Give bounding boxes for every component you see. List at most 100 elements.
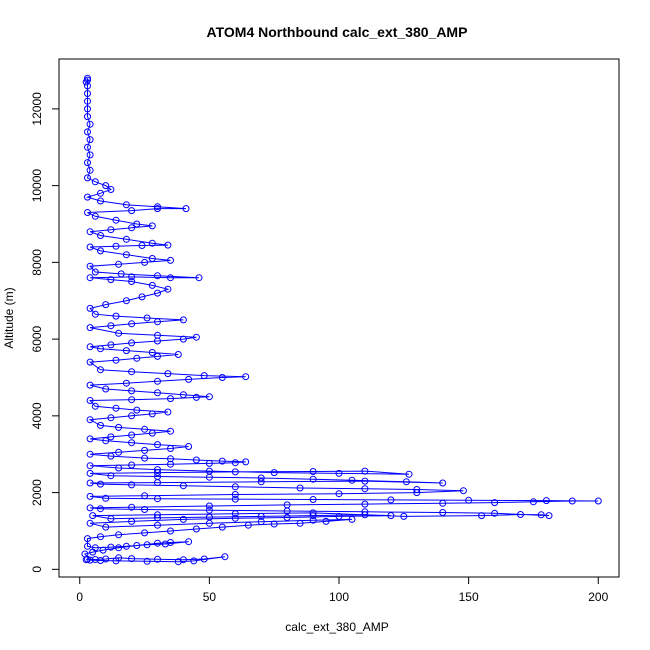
data-point [128,320,136,328]
data-point [148,410,156,418]
data-point [84,74,91,82]
data-point [107,226,115,234]
data-point [128,273,136,281]
data-point [84,128,91,136]
data-point [107,414,115,422]
data-point [86,228,94,236]
data-point [190,557,198,565]
x-axis-ticks: 0 50 100 150 200 [76,577,609,604]
data-point [179,391,187,399]
data-point [148,222,156,230]
data-point [218,523,226,531]
plot-frame [58,58,620,578]
data-point [107,341,115,349]
data-point [179,316,187,324]
data-point [112,216,120,224]
data-point [322,517,330,525]
data-point [82,78,90,86]
data-point [141,425,149,433]
data-point [164,285,172,293]
data-point [86,343,94,351]
data-point [154,539,161,547]
data-point [86,324,94,332]
data-point [154,272,161,280]
data-point [86,519,94,527]
data-point [413,489,421,497]
data-point [257,518,265,526]
data-point [97,345,104,353]
data-point [167,427,174,435]
data-point [270,469,278,477]
data-point [179,482,187,490]
data-point [465,496,473,504]
data-point [221,553,229,561]
series-line [83,78,599,563]
data-point [400,512,408,520]
data-point [154,331,161,339]
data-point [348,476,356,484]
data-point [115,464,123,472]
data-point [200,555,208,563]
data-point [154,205,161,213]
data-point [167,274,174,282]
data-point [97,480,104,488]
plot-area [81,74,602,566]
data-point [167,445,174,452]
data-point [242,458,250,466]
data-point [86,469,94,477]
data-point [154,469,161,477]
data-point [122,251,130,259]
data-point [128,339,136,347]
data-point [218,374,226,381]
data-point [491,509,499,517]
chart-title: ATOM4 Northbound calc_ext_380_AMP [207,24,468,40]
data-point [309,512,317,520]
data-point [218,457,226,465]
data-point [86,243,94,251]
data-point [257,474,265,482]
data-point [283,501,291,509]
data-point [154,473,161,480]
data-point [128,412,136,420]
data-point [138,293,146,301]
x-tick-label: 100 [329,590,349,604]
data-point [154,318,161,326]
data-point [361,500,369,508]
data-point [115,329,123,337]
data-point [128,517,136,525]
data-point [97,232,104,239]
data-point [387,496,395,504]
data-point [309,496,317,503]
data-point [128,368,136,376]
data-point [128,224,136,232]
data-point [405,470,413,478]
data-point [141,454,149,462]
data-point [97,533,104,541]
x-tick-label: 0 [76,590,83,604]
data-point [154,555,161,563]
data-point [84,143,91,151]
y-tick-label: 10000 [30,169,44,203]
y-tick-label: 2000 [30,479,44,506]
data-point [107,322,115,330]
data-point [361,477,369,485]
data-point [128,503,136,511]
x-tick-label: 200 [588,590,608,604]
data-point [86,151,94,159]
data-point [143,557,151,565]
data-point [161,540,169,548]
data-point [192,393,200,401]
data-point [148,255,156,262]
data-point [86,416,94,424]
data-point [117,270,125,278]
data-point [154,466,161,474]
data-point [84,105,91,113]
data-point [459,487,467,495]
data-point [205,502,213,510]
y-tick-label: 12000 [30,92,44,126]
data-point [97,557,104,564]
x-tick-label: 150 [459,590,479,604]
data-point [309,475,317,483]
data-point [141,529,149,537]
data-point [115,260,123,268]
